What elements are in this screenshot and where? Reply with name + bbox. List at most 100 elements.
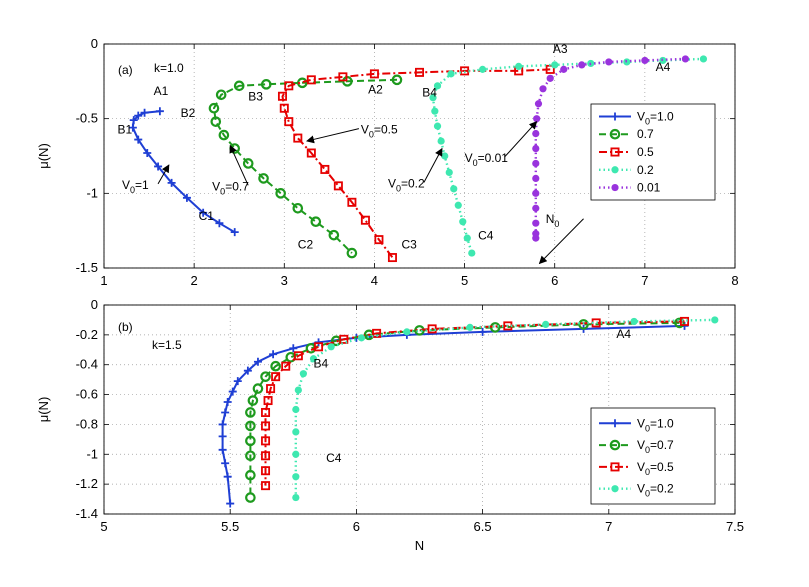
y-tick-label: -1.4 — [76, 506, 98, 521]
data-point — [460, 66, 470, 76]
legend-marker — [610, 147, 620, 157]
data-point — [245, 435, 256, 447]
y-tick-label: 0 — [91, 297, 98, 312]
data-point — [247, 395, 259, 406]
data-point — [128, 123, 137, 132]
data-point — [360, 215, 370, 225]
legend-entry: V0=0.2 — [599, 482, 674, 499]
data-point — [271, 372, 281, 382]
panel-a: 1 2 3 4 5 6 7 8 0 -0.5 -1 -1.5 A1 B1 C1 A2 B2 C2 A3 B3 C3 A4 B… — [36, 36, 739, 288]
data-point — [306, 148, 316, 158]
legend-entry: 0.2 — [599, 163, 654, 177]
data-point — [292, 202, 304, 214]
data-point — [533, 115, 541, 123]
data-point — [551, 61, 559, 69]
y-tick-label: -1.5 — [76, 260, 98, 275]
x-tick-label: 7.5 — [726, 519, 744, 534]
legend-label: V0=1.0 — [637, 109, 674, 126]
data-point — [242, 158, 254, 169]
data-point — [532, 230, 540, 238]
series-line — [294, 318, 715, 498]
data-point — [328, 229, 340, 241]
data-point — [261, 466, 271, 476]
annotation-label: A2 — [368, 82, 383, 96]
x-tick-label: 7 — [605, 519, 612, 534]
x-tick-label: 5 — [461, 273, 468, 288]
panel-b: 5 5.5 6 6.5 7 7.5 0 -0.2 -0.4 -0.6 -0.8 -1 -1.2 -1.4 A… — [36, 297, 744, 553]
legend-label: V0=1.0 — [637, 416, 674, 433]
data-point — [292, 450, 300, 458]
data-point — [374, 235, 384, 245]
x-tick-label: 6.5 — [474, 519, 492, 534]
data-point — [478, 327, 487, 336]
data-point — [674, 317, 685, 329]
annotation-label: C4 — [478, 229, 494, 243]
series-line — [281, 68, 551, 259]
data-point — [532, 159, 540, 168]
data-point — [215, 89, 227, 101]
data-point — [310, 216, 322, 228]
legend-entry: 0.7 — [599, 127, 654, 141]
data-point — [277, 91, 287, 101]
data-point — [261, 451, 271, 461]
data-point — [468, 249, 476, 257]
data-point — [681, 55, 690, 63]
data-point — [140, 108, 149, 117]
data-point — [260, 79, 272, 90]
annotation-arrow — [504, 121, 538, 158]
data-point — [431, 107, 439, 115]
legend-marker — [611, 183, 619, 192]
axes-frame — [103, 43, 736, 269]
data-point — [346, 247, 358, 259]
x-tick-label: 2 — [191, 273, 198, 288]
data-point — [289, 344, 298, 353]
x-tick-label: 6 — [353, 519, 360, 534]
data-point — [223, 472, 232, 481]
legend-marker — [610, 462, 620, 472]
data-point — [479, 65, 487, 73]
data-point — [245, 469, 256, 481]
x-tick-label: 7 — [641, 273, 648, 288]
annotation-label: N0 — [546, 212, 560, 229]
data-point — [129, 116, 138, 125]
data-point — [266, 384, 276, 394]
data-point — [699, 55, 708, 63]
data-point — [210, 116, 222, 127]
data-point — [459, 218, 467, 226]
data-point — [261, 481, 271, 491]
data-point — [245, 492, 256, 503]
data-point — [605, 58, 613, 66]
data-point — [199, 208, 208, 217]
data-point — [182, 193, 191, 202]
data-point — [167, 178, 176, 187]
series-3 — [277, 64, 555, 263]
arrow-label: V0=0.2 — [388, 176, 425, 193]
legend-label: 0.01 — [637, 181, 661, 195]
data-point — [218, 432, 227, 441]
data-point — [532, 204, 540, 212]
legend-entry: 0.5 — [599, 145, 654, 159]
data-point — [292, 428, 300, 436]
data-point — [275, 188, 286, 199]
data-point — [226, 499, 235, 508]
arrow-label: V0=0.01 — [465, 151, 509, 168]
data-point — [245, 407, 256, 418]
data-point — [534, 100, 543, 108]
arrow-label: V0=0.5 — [361, 123, 398, 140]
data-point — [466, 323, 474, 331]
legend-label: V0=0.7 — [637, 438, 674, 455]
legend-marker — [611, 419, 619, 428]
data-point — [243, 366, 252, 375]
data-point — [269, 350, 278, 359]
data-point — [339, 334, 349, 344]
axes-frame — [103, 304, 736, 515]
data-point — [245, 450, 256, 462]
data-point — [532, 130, 540, 138]
data-point — [233, 80, 245, 92]
data-point — [447, 70, 455, 78]
data-point — [263, 396, 273, 406]
data-point — [433, 82, 442, 90]
k-label: k=1.0 — [154, 61, 184, 75]
data-point — [454, 201, 462, 209]
x-tick-label: 4 — [371, 273, 378, 288]
